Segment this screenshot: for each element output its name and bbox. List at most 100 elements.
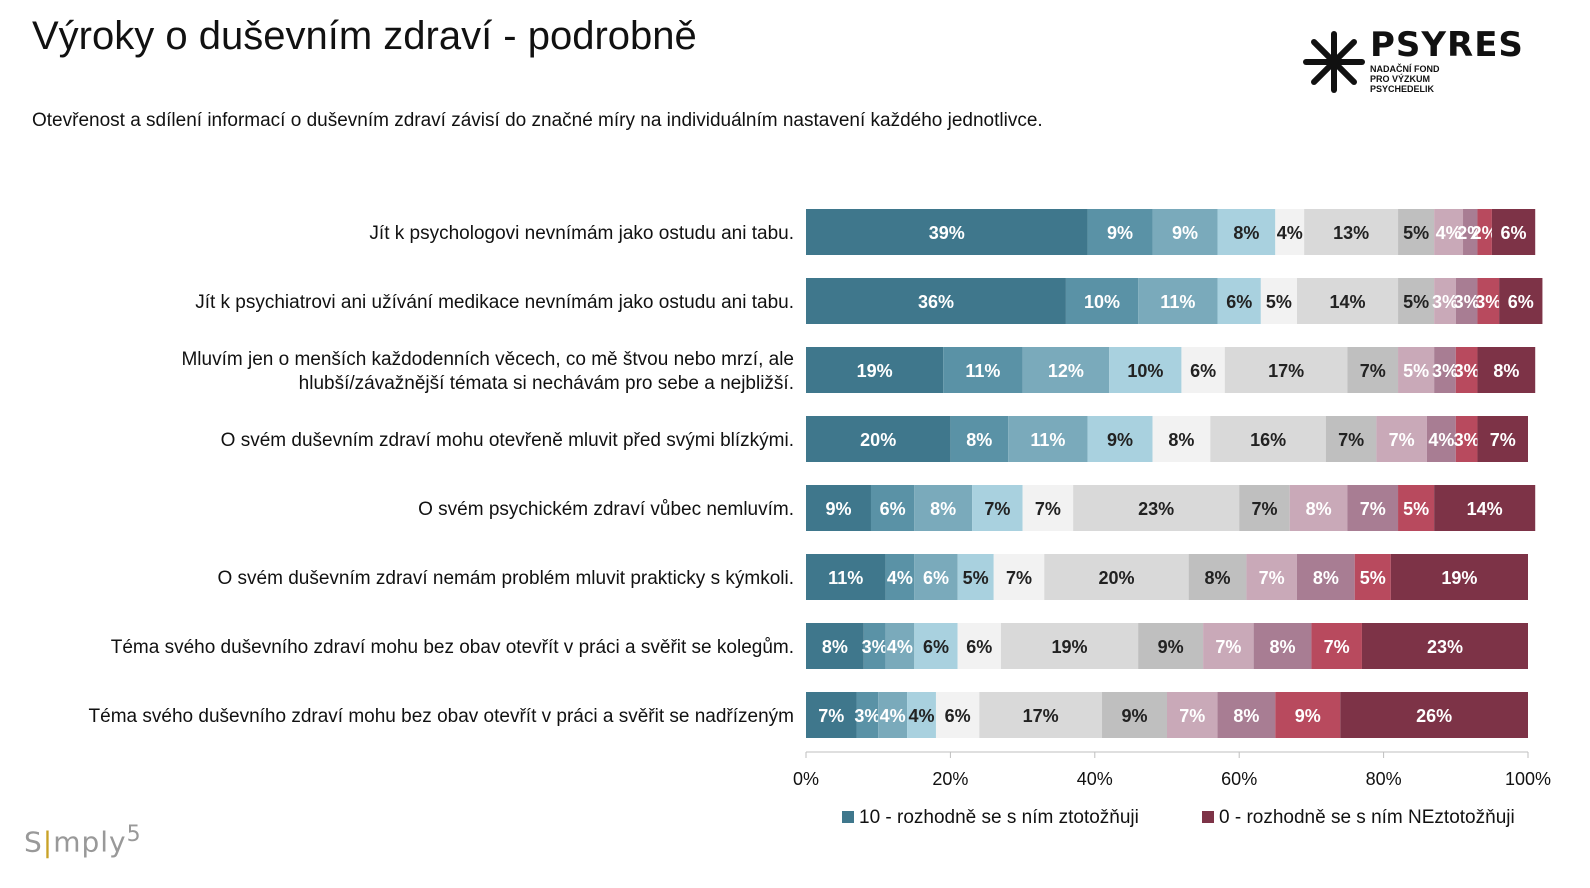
bar-segment <box>935 692 980 738</box>
data-label: 9% <box>1107 223 1133 243</box>
bar-segment <box>1203 623 1254 669</box>
bar-segment <box>1455 347 1478 393</box>
data-label: 7% <box>1259 568 1285 588</box>
bar-segment <box>1138 623 1204 669</box>
data-label: 8% <box>1313 568 1339 588</box>
brand-prefix: S <box>24 825 43 859</box>
data-label: 26% <box>1416 706 1452 726</box>
category-label: O svém duševním zdraví nemám problém mlu… <box>218 568 795 589</box>
category-label: Mluvím jen o menších každodenních věcech… <box>181 349 794 370</box>
data-label: 11% <box>965 361 1000 381</box>
data-label: 19% <box>1052 637 1088 657</box>
bar-segment <box>1434 347 1456 393</box>
data-label: 8% <box>1205 568 1231 588</box>
bar-segment <box>1296 278 1399 324</box>
logo-line-3: PSYCHEDELIK <box>1370 84 1435 94</box>
bar-segment <box>806 278 1066 324</box>
data-label: 23% <box>1427 637 1463 657</box>
bar-segment <box>863 623 886 669</box>
bar-segment <box>1000 623 1139 669</box>
bar-segment <box>1217 209 1276 255</box>
data-label: 5% <box>1403 361 1429 381</box>
data-label: 6% <box>1190 361 1216 381</box>
bar-segment <box>1087 209 1153 255</box>
data-label: 3% <box>862 637 888 657</box>
bar-segment <box>1463 209 1478 255</box>
bar-segment <box>1347 347 1399 393</box>
data-label: 9% <box>1107 430 1133 450</box>
bar-segment <box>1304 209 1399 255</box>
bar-segment <box>806 692 857 738</box>
data-label: 7% <box>818 706 844 726</box>
x-tick-label: 80% <box>1366 769 1402 789</box>
bar-segment <box>1477 209 1492 255</box>
category-label: O svém psychickém zdraví vůbec nemluvím. <box>418 499 794 520</box>
data-label: 11% <box>1030 430 1065 450</box>
bar-segment <box>979 692 1103 738</box>
simply5-brand: S|mply5 <box>24 822 142 858</box>
data-label: 14% <box>1467 499 1503 519</box>
bar-segment <box>1398 485 1435 531</box>
bar-segment <box>1491 209 1536 255</box>
category-label: hlubší/závažnější témata si nechávám pro… <box>299 373 794 394</box>
x-tick-label: 40% <box>1077 769 1113 789</box>
bar-segment <box>806 485 871 531</box>
x-tick-label: 20% <box>932 769 968 789</box>
bar-segment <box>1109 347 1182 393</box>
logo-line-1: NADAČNÍ FOND <box>1370 64 1440 74</box>
data-label: 14% <box>1329 292 1365 312</box>
data-label: 8% <box>1493 361 1519 381</box>
brand-bar-icon: | <box>42 825 54 859</box>
bar-segment <box>1361 623 1528 669</box>
data-label: 9% <box>1172 223 1198 243</box>
data-label: 8% <box>930 499 956 519</box>
legend-label: 10 - rozhodně se s ním ztotožňuji <box>859 807 1139 828</box>
bar-segment <box>1073 485 1240 531</box>
data-label: 16% <box>1250 430 1286 450</box>
data-label: 8% <box>822 637 848 657</box>
bar-segment <box>1275 692 1341 738</box>
data-label: 7% <box>1035 499 1061 519</box>
data-label: 10% <box>1084 292 1120 312</box>
page-title: Výroky o duševním zdraví - podrobně <box>32 14 697 58</box>
bar-segment <box>1217 692 1276 738</box>
bar-segment <box>1477 416 1528 462</box>
data-label: 3% <box>1454 292 1480 312</box>
x-tick-label: 100% <box>1505 769 1551 789</box>
bar-segment <box>1167 692 1218 738</box>
bar-segment <box>1426 416 1456 462</box>
bar-segment <box>1398 209 1435 255</box>
data-label: 6% <box>1501 223 1527 243</box>
bar-segment <box>1434 209 1464 255</box>
data-label: 4% <box>1436 223 1462 243</box>
data-label: 20% <box>1098 568 1134 588</box>
data-label: 4% <box>887 637 913 657</box>
bar-segment <box>1455 278 1478 324</box>
legend-swatch <box>842 811 854 823</box>
data-label: 6% <box>923 637 949 657</box>
bar-segment <box>993 554 1045 600</box>
data-label: 7% <box>1215 637 1241 657</box>
data-label: 11% <box>828 568 863 588</box>
bar-segment <box>1289 485 1348 531</box>
data-label: 7% <box>1389 430 1415 450</box>
page-subtitle: Otevřenost a sdílení informací o duševní… <box>32 110 1043 131</box>
data-label: 19% <box>1441 568 1477 588</box>
data-label: 8% <box>966 430 992 450</box>
bar-segment <box>1434 278 1456 324</box>
data-label: 5% <box>1403 499 1429 519</box>
data-label: 9% <box>1295 706 1321 726</box>
data-label: 8% <box>1270 637 1296 657</box>
data-label: 2% <box>1472 223 1498 243</box>
data-label: 8% <box>1233 706 1259 726</box>
data-label: 4% <box>887 568 913 588</box>
data-label: 7% <box>984 499 1010 519</box>
data-label: 8% <box>1306 499 1332 519</box>
data-label: 6% <box>1508 292 1534 312</box>
bar-segment <box>1217 278 1261 324</box>
category-label: Téma svého duševního zdraví mohu bez oba… <box>111 637 794 658</box>
logo-name: PSYRES <box>1370 25 1524 65</box>
bar-segment <box>943 347 1023 393</box>
bar-segment <box>1455 416 1478 462</box>
